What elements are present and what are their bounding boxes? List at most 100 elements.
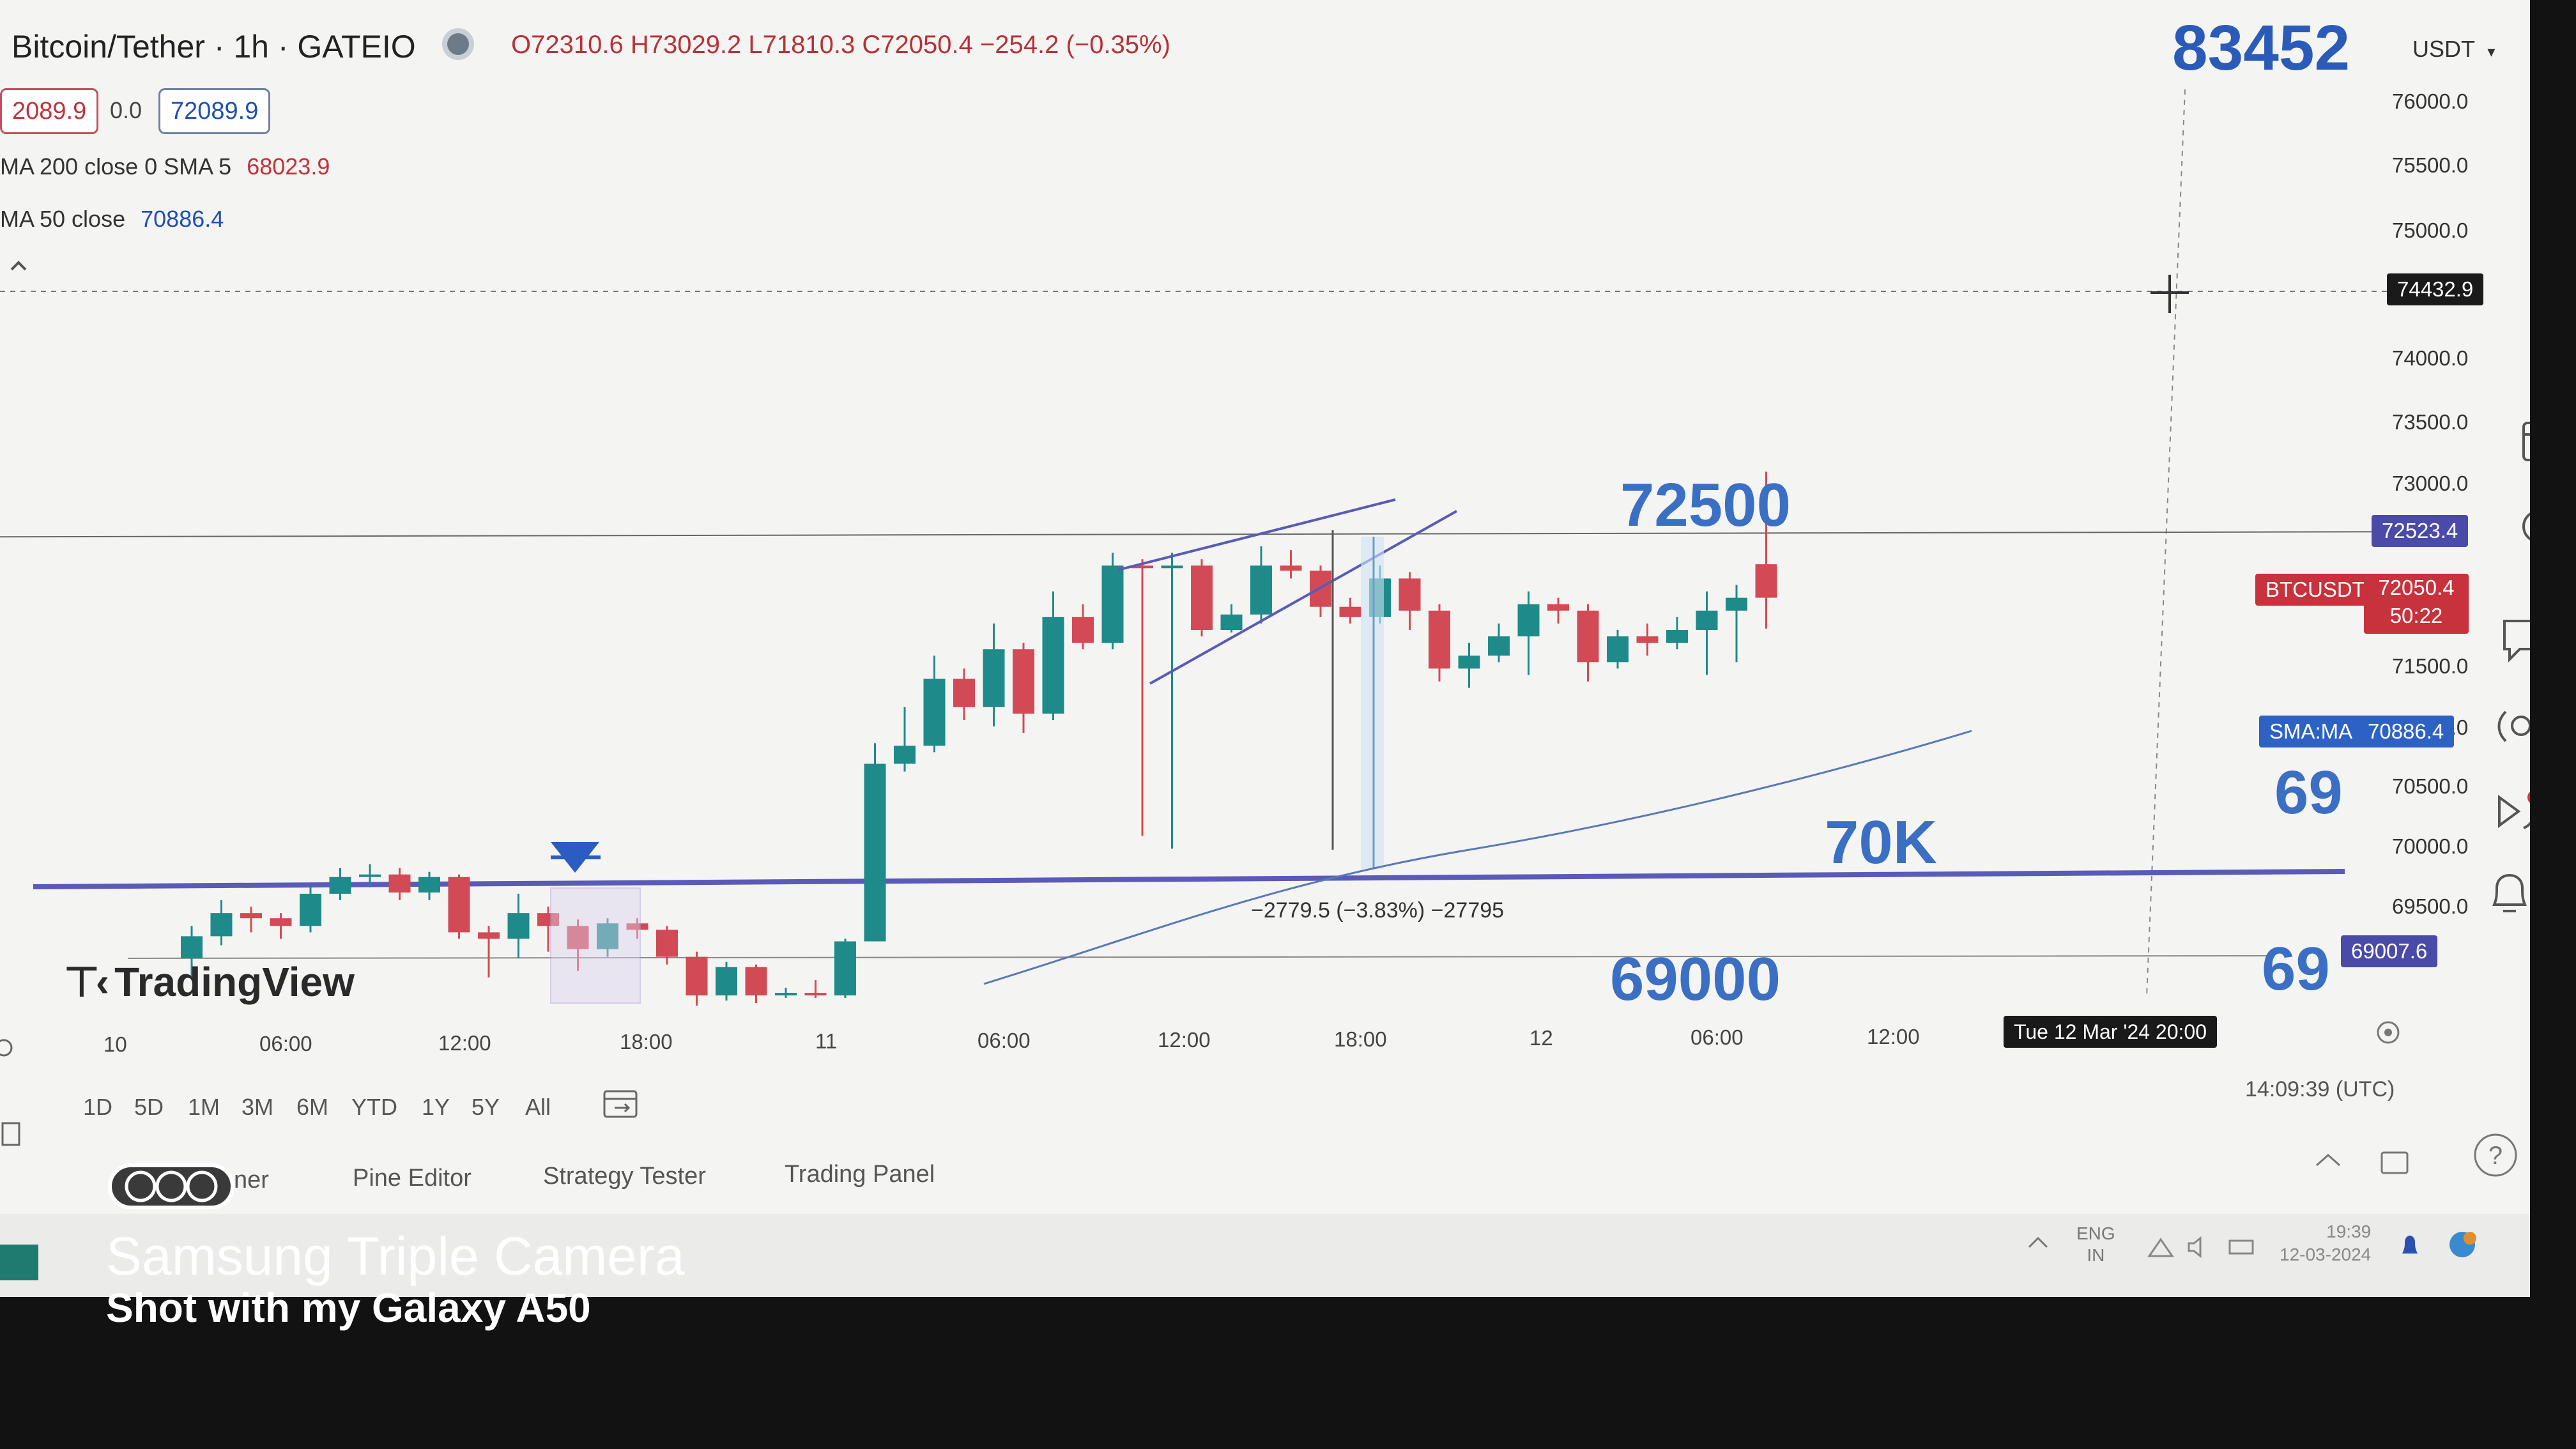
candle-body bbox=[418, 877, 440, 893]
utc-clock[interactable]: 14:09:39 (UTC) bbox=[2245, 1077, 2395, 1101]
range-button-all[interactable]: All bbox=[525, 1094, 551, 1120]
annotation-69000[interactable]: 69000 bbox=[1610, 945, 1781, 1013]
candle bbox=[804, 979, 827, 999]
range-button-5d[interactable]: 5D bbox=[134, 1094, 164, 1120]
collapse-legend-icon[interactable] bbox=[9, 259, 28, 272]
candle-body bbox=[1429, 610, 1450, 669]
battery-icon[interactable] bbox=[2227, 1234, 2258, 1260]
candle-body bbox=[686, 956, 708, 996]
range-button-3m[interactable]: 3M bbox=[241, 1094, 274, 1120]
candle-body bbox=[626, 923, 648, 930]
indicator-ma-row[interactable]: MA 50 close 70886.4 bbox=[0, 206, 224, 233]
language-bottom: IN bbox=[2087, 1245, 2105, 1265]
candle bbox=[1636, 623, 1659, 656]
bottom-tab-pine-editor[interactable]: Pine Editor bbox=[353, 1165, 471, 1192]
annotation-70k[interactable]: 70K bbox=[1825, 808, 1938, 877]
notification-icon[interactable] bbox=[2397, 1233, 2423, 1259]
candle bbox=[210, 900, 233, 946]
range-button-1d[interactable]: 1D bbox=[83, 1094, 113, 1120]
candle-body bbox=[1696, 610, 1718, 630]
annotation-69-lower[interactable]: 69 bbox=[2262, 935, 2330, 1003]
range-button-1y[interactable]: 1Y bbox=[422, 1094, 450, 1120]
chat-icon[interactable] bbox=[2501, 616, 2530, 664]
candle bbox=[923, 656, 946, 753]
chart-canvas[interactable] bbox=[0, 0, 2530, 1297]
os-taskbar bbox=[0, 1214, 2530, 1297]
tradingview-logo-text: TradingView bbox=[114, 959, 355, 1005]
candle bbox=[1042, 591, 1064, 720]
calendar-range-icon[interactable] bbox=[602, 1085, 640, 1121]
annotation-69-upper[interactable]: 69 bbox=[2274, 758, 2343, 827]
candle-body bbox=[1280, 565, 1302, 571]
candle bbox=[1131, 559, 1153, 836]
range-button-ytd[interactable]: YTD bbox=[351, 1094, 397, 1120]
taskbar-app-icon[interactable] bbox=[0, 1245, 38, 1280]
candle bbox=[1250, 546, 1272, 624]
range-button-6m[interactable]: 6M bbox=[296, 1094, 329, 1120]
time-tick: 06:00 bbox=[1690, 1025, 1744, 1050]
buy-button[interactable]: 72089.9 bbox=[158, 88, 271, 134]
range-button-1m[interactable]: 1M bbox=[188, 1094, 220, 1120]
candle bbox=[1755, 471, 1777, 629]
candle bbox=[1696, 591, 1718, 675]
line-price-tag: 72523.4 bbox=[2372, 515, 2469, 547]
price-tick: 73500.0 bbox=[2392, 410, 2469, 434]
left-tool-icon[interactable] bbox=[0, 1035, 19, 1061]
candle-body bbox=[1399, 578, 1421, 611]
ideas-lightbulb-icon[interactable] bbox=[2517, 506, 2530, 557]
currency-select[interactable]: USDT ▾ bbox=[2412, 36, 2495, 63]
symbol-tag: BTCUSDT bbox=[2255, 574, 2375, 606]
weather-icon[interactable] bbox=[2444, 1227, 2483, 1262]
candle bbox=[834, 939, 856, 999]
candle bbox=[1161, 553, 1183, 849]
bottom-tab-ner[interactable]: ner bbox=[234, 1167, 269, 1193]
annotation-72500[interactable]: 72500 bbox=[1620, 471, 1791, 539]
indicator-sma-row[interactable]: MA 200 close 0 SMA 5 68023.9 bbox=[0, 153, 330, 180]
candle-body bbox=[478, 932, 500, 939]
replay-play-icon[interactable] bbox=[2492, 788, 2530, 837]
crosshair-time-tag: Tue 12 Mar '24 20:00 bbox=[2004, 1016, 2217, 1048]
candle bbox=[240, 907, 262, 933]
tradingview-logo: ⊤‹ TradingView bbox=[64, 958, 355, 1006]
candle-body bbox=[1517, 604, 1540, 637]
camera-watermark-subtitle: Shot with my Galaxy A50 bbox=[106, 1285, 591, 1331]
sma-tag-value: 70886.4 bbox=[2358, 716, 2455, 747]
language-indicator[interactable]: ENG IN bbox=[2076, 1223, 2115, 1266]
candle-body bbox=[567, 926, 589, 949]
volume-icon[interactable] bbox=[2185, 1234, 2211, 1260]
trash-icon[interactable] bbox=[0, 1117, 26, 1149]
candle bbox=[1191, 559, 1213, 637]
candle bbox=[597, 918, 618, 957]
time-tick: 18:00 bbox=[620, 1030, 673, 1054]
time-tick: 12:00 bbox=[438, 1031, 491, 1055]
price-tick: 71500.0 bbox=[2392, 654, 2469, 678]
sell-button[interactable]: 2089.9 bbox=[0, 88, 99, 134]
candle-body bbox=[745, 967, 767, 996]
help-icon[interactable]: ? bbox=[2471, 1131, 2520, 1179]
notifications-bell-icon[interactable] bbox=[2484, 869, 2530, 920]
candle bbox=[953, 668, 975, 720]
candle-body bbox=[1458, 656, 1480, 669]
ohlc-readout: O72310.6 H73029.2 L71810.3 C72050.4 −254… bbox=[511, 31, 1170, 59]
maximize-panel-icon[interactable] bbox=[2379, 1149, 2410, 1177]
bottom-tab-strategy-tester[interactable]: Strategy Tester bbox=[543, 1163, 706, 1190]
candle bbox=[1517, 591, 1540, 675]
range-button-5y[interactable]: 5Y bbox=[471, 1094, 500, 1120]
candle bbox=[1488, 623, 1510, 663]
calendar-icon[interactable] bbox=[2520, 415, 2530, 464]
price-tick: 75000.0 bbox=[2392, 218, 2469, 242]
settings-icon[interactable] bbox=[2374, 1018, 2402, 1046]
tradingview-screen: Bitcoin/Tether · 1h · GATEIO O72310.6 H7… bbox=[0, 0, 2530, 1297]
symbol-title[interactable]: Bitcoin/Tether · 1h · GATEIO bbox=[12, 29, 416, 65]
streams-icon[interactable] bbox=[2493, 703, 2530, 751]
candle-body bbox=[1101, 565, 1124, 643]
collapse-panel-icon[interactable] bbox=[2313, 1150, 2343, 1169]
candle bbox=[1339, 597, 1361, 624]
taskbar-clock[interactable]: 19:39 12-03-2024 bbox=[2280, 1220, 2371, 1266]
horizontal-level-line bbox=[0, 531, 2390, 538]
indicator-ma-value: 70886.4 bbox=[141, 206, 224, 232]
network-icon[interactable] bbox=[2147, 1234, 2175, 1260]
tray-expand-icon[interactable] bbox=[2025, 1233, 2051, 1252]
indicator-sma-value: 68023.9 bbox=[247, 153, 330, 180]
bottom-tab-trading-panel[interactable]: Trading Panel bbox=[785, 1161, 935, 1188]
